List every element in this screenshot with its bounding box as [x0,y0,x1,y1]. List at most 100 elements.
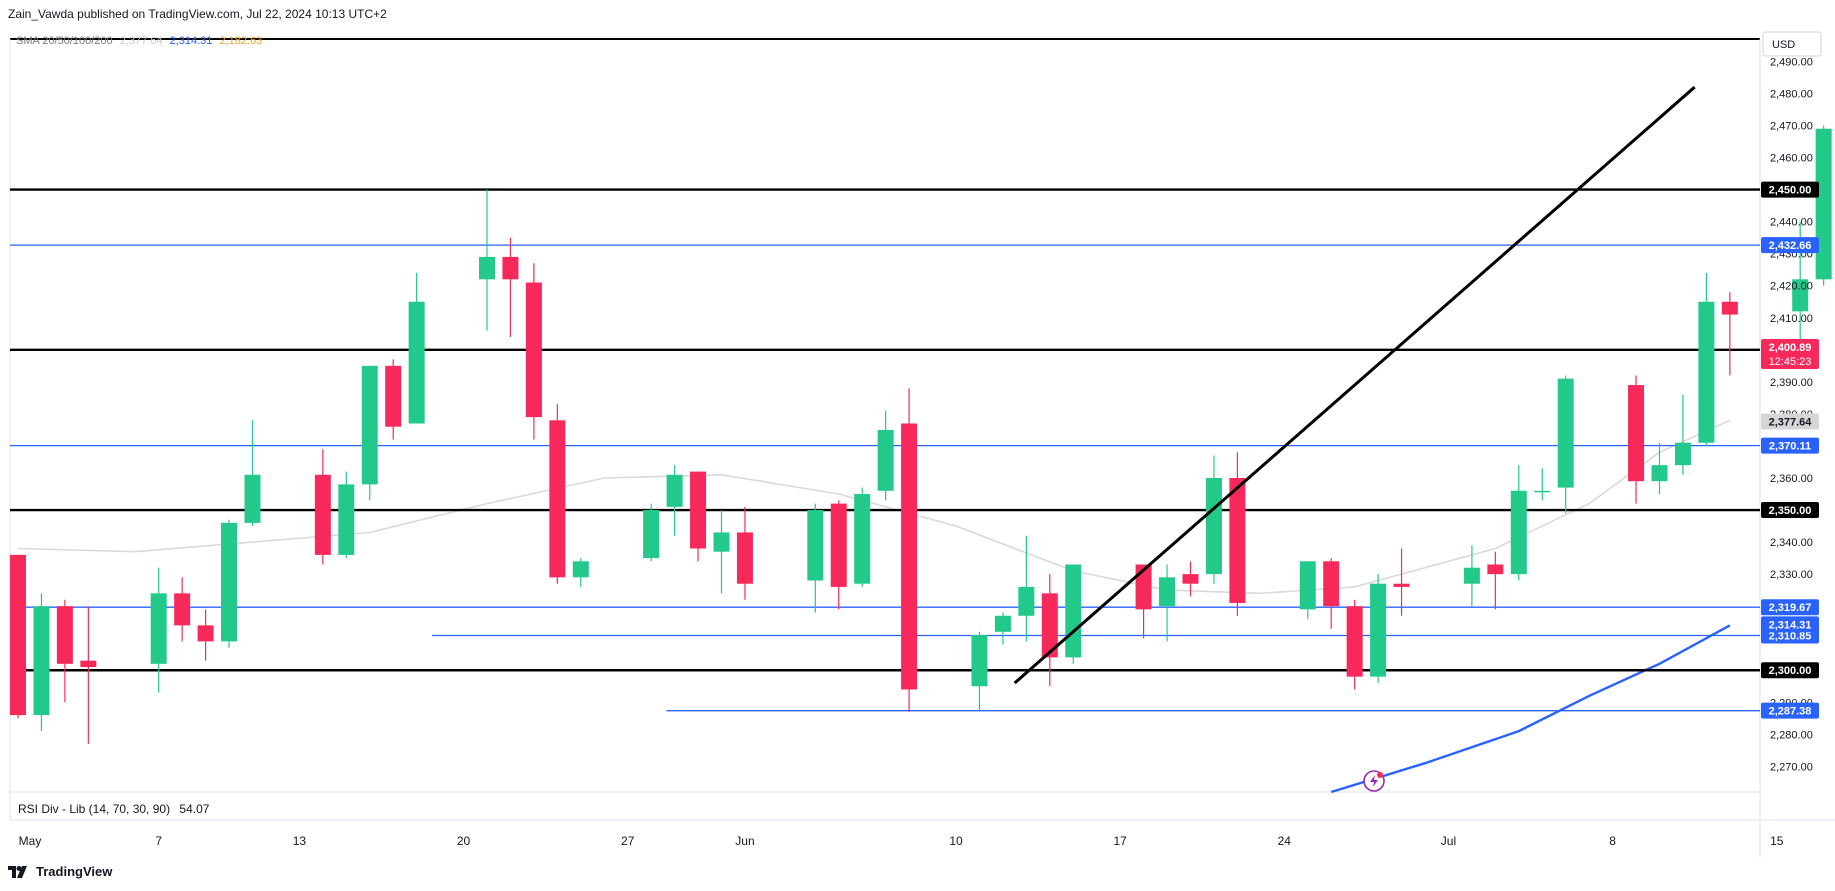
rsi-legend-value: 54.07 [179,802,209,816]
candle-body [1510,490,1527,575]
price-tick-label: 2,480.00 [1770,88,1813,100]
candle-body [1674,442,1691,466]
candle-body [877,429,894,491]
currency-badge[interactable] [1762,31,1822,57]
sma20-line-layer [17,419,1731,595]
time-tick-label: 20 [457,834,471,848]
candle-body [643,510,660,559]
price-tick-label: 2,420.00 [1770,281,1813,293]
candles-layer [10,125,1832,744]
candle-body [901,423,918,690]
price-tag [1761,616,1819,633]
price-tick-label: 2,460.00 [1770,153,1813,165]
time-tick-label: 8 [1609,834,1616,848]
candle-body [10,554,26,716]
price-tag [1761,413,1819,430]
rsi-legend[interactable]: RSI Div - Lib (14, 70, 30, 90) 54.07 [18,802,210,816]
level-tag [1761,181,1819,198]
level-tag [1761,437,1819,454]
sma-legend[interactable]: SMA 20/50/100/200 2,377.64 2,314.31 2,18… [16,35,262,47]
level-tag [1761,662,1819,679]
candle-body [549,420,566,578]
candle-body [361,365,378,485]
time-tick-label: 10 [949,834,963,848]
price-tick-label: 2,330.00 [1770,569,1813,581]
candle-body [1299,561,1316,610]
candle-body [1182,574,1199,584]
candle-body [502,256,519,280]
candle-body [1205,477,1222,575]
candle-body [1323,561,1340,607]
time-tick-label: May [19,834,42,848]
candle-body [408,301,425,424]
time-tick-label: 7 [155,834,162,848]
candle-body [244,474,261,523]
candle-body [1135,564,1152,610]
level-tag-label: 2,432.66 [1769,240,1812,252]
time-axis: May7132027Jun101724Jul8152226Aug12 [19,834,1784,848]
price-tick-label: 2,360.00 [1770,473,1813,485]
footer-brand[interactable]: TradingView [8,864,112,879]
time-tick-label: Jun [735,834,754,848]
level-tag-label: 2,450.00 [1769,185,1812,197]
candle-body [1159,577,1176,607]
candle-body [150,593,167,664]
time-tick-label: 17 [1113,834,1127,848]
candle-body [1698,301,1715,443]
publisher-header: Zain_Vawda published on TradingView.com,… [8,7,387,21]
sma-legend-title: SMA 20/50/100/200 [16,35,113,47]
candle-body [479,256,495,280]
candle-body [572,561,589,578]
candle-body [690,471,707,549]
candle-body [80,660,97,668]
candle-body [854,494,871,584]
sma20-line [17,419,1731,595]
price-tick-label: 2,410.00 [1770,313,1813,325]
time-tick-label: 13 [293,834,307,848]
candle-body [1370,583,1387,677]
rsi-legend-title: RSI Div - Lib (14, 70, 30, 90) [18,802,170,816]
candle-body [1065,564,1082,658]
candle-body [1815,128,1832,280]
candle-body [1018,586,1035,616]
tradingview-logo-icon [8,865,30,878]
candle-body [1393,583,1410,587]
level-tag-label: 2,350.00 [1769,505,1812,517]
candle-body [736,532,753,584]
price-tag [1761,338,1819,369]
price-tag-label: 2,377.64 [1769,416,1813,428]
level-tag [1761,702,1819,719]
level-tag-label: 2,287.38 [1769,706,1812,718]
candle-body [807,510,824,581]
candle-body [525,282,542,418]
lightning-icon[interactable] [1363,770,1385,792]
level-tag-label: 2,370.11 [1769,441,1811,453]
level-tag-label: 2,319.67 [1769,602,1812,614]
level-tag-label: 2,300.00 [1769,665,1812,677]
price-tick-label: 2,270.00 [1770,761,1813,773]
price-tick-label: 2,440.00 [1770,217,1813,229]
candle-body [1463,567,1480,584]
candle-body [1229,477,1246,603]
price-tags-layer: 2,450.002,432.662,400.002,370.112,350.00… [1761,181,1819,719]
candlestick-chart[interactable]: 2,270.002,280.002,290.002,300.002,310.00… [0,0,1835,860]
price-tick-label: 2,340.00 [1770,537,1813,549]
candle-body [971,634,988,687]
sma20-legend-value: 2,377.64 [120,35,163,47]
price-tag-label: 2,314.31 [1769,619,1812,631]
sma100-line-layer [1330,624,1731,794]
sma100-legend-value: 2,314.31 [170,35,213,47]
candle-body [33,606,50,716]
sma200-legend-value: 2,182.63 [219,35,262,47]
currency-label: USD [1772,39,1795,51]
time-tick-label: 27 [621,834,635,848]
candle-body [338,484,355,555]
candle-body [56,606,73,664]
candle-body [221,522,238,642]
level-tag [1761,237,1819,254]
candle-body [1651,465,1668,482]
time-tick-label: 24 [1278,834,1292,848]
footer-brand-label: TradingView [36,864,113,879]
candle-body [1557,378,1574,488]
candle-body [174,593,191,626]
